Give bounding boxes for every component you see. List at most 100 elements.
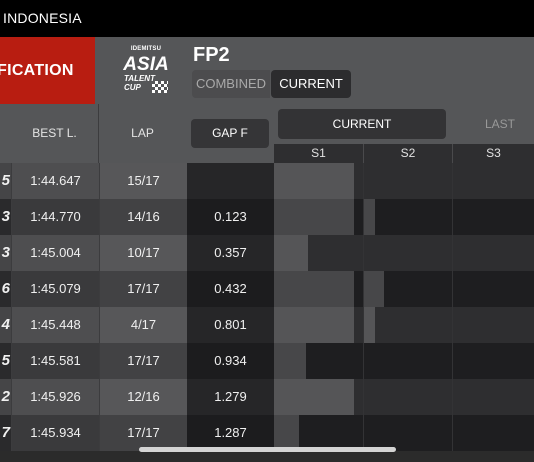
gap-to-first (187, 163, 274, 199)
position-digit: 4 (0, 307, 11, 343)
position-digit: 6 (0, 271, 11, 307)
sector-3-header: S3 (452, 144, 534, 163)
sector-progress-bar (274, 199, 354, 235)
gap-first-button[interactable]: GAP F (191, 119, 269, 148)
lap-header-label: LAP (131, 126, 154, 140)
gap-to-first: 0.801 (187, 307, 274, 343)
gap-to-first: 1.287 (187, 415, 274, 451)
best-lap-time: 1:45.448 (11, 307, 99, 343)
sector-3-cell (452, 271, 534, 307)
best-lap-header-label: BEST L. (32, 126, 77, 140)
sector-progress-bar (274, 271, 354, 307)
sector-2-cell (363, 379, 452, 415)
gap-to-first: 0.934 (187, 343, 274, 379)
sector-1-cell (274, 163, 363, 199)
best-lap-time: 1:45.934 (11, 415, 99, 451)
sector-progress-bar (364, 307, 375, 343)
qualification-label: FICATION (0, 62, 74, 79)
best-lap-time: 1:45.581 (11, 343, 99, 379)
session-title: FP2 (193, 44, 230, 66)
best-lap-time: 1:44.770 (11, 199, 99, 235)
lap-count: 14/16 (99, 199, 187, 235)
sector-3-cell (452, 307, 534, 343)
gap-column-header: GAP F (186, 104, 274, 163)
sector-progress-bar (274, 379, 354, 415)
logo-cup-text: CUP (124, 83, 141, 92)
lap-count: 17/17 (99, 415, 187, 451)
session-header: FICATION IDEMITSU ASIA TALENT CUP FP2 CO… (0, 37, 534, 104)
qualification-tab[interactable]: FICATION (0, 37, 95, 104)
lap-count: 4/17 (99, 307, 187, 343)
sector-2-cell (363, 307, 452, 343)
last-lap-tab[interactable]: LAST (484, 117, 515, 131)
sector-progress-bar (364, 199, 375, 235)
home-indicator[interactable] (139, 447, 396, 452)
sector-1-cell (274, 415, 363, 451)
sector-3-cell (452, 235, 534, 271)
sector-3-cell (452, 343, 534, 379)
lap-count: 17/17 (99, 343, 187, 379)
lap-count: 15/17 (99, 163, 187, 199)
table-row[interactable]: 6 1:45.079 17/17 0.432 (0, 271, 534, 307)
best-lap-time: 1:44.647 (11, 163, 99, 199)
sector-1-cell (274, 307, 363, 343)
lap-count: 17/17 (99, 271, 187, 307)
position-digit: 2 (0, 379, 11, 415)
event-name: INDONESIA (3, 10, 82, 26)
position-digit: 7 (0, 415, 11, 451)
sector-progress-bar (364, 271, 384, 307)
current-toggle[interactable]: CURRENT (271, 70, 351, 98)
sector-1-cell (274, 343, 363, 379)
sector-progress-bar (274, 307, 354, 343)
gap-to-first: 0.432 (187, 271, 274, 307)
sector-2-cell (363, 343, 452, 379)
best-lap-time: 1:45.926 (11, 379, 99, 415)
logo-asia-text: ASIA (123, 54, 169, 75)
position-digit: 3 (0, 235, 11, 271)
sector-2-cell (363, 199, 452, 235)
sector-2-cell (363, 163, 452, 199)
sector-progress-bar (274, 415, 299, 451)
position-digit: 5 (0, 163, 11, 199)
status-bar: INDONESIA (0, 0, 534, 37)
table-row[interactable]: 3 1:45.004 10/17 0.357 (0, 235, 534, 271)
combined-toggle[interactable]: COMBINED (192, 70, 270, 98)
lap-count: 10/17 (99, 235, 187, 271)
table-row[interactable]: 5 1:45.581 17/17 0.934 (0, 343, 534, 379)
sector-3-cell (452, 379, 534, 415)
sector-1-cell (274, 199, 363, 235)
sector-1-cell (274, 379, 363, 415)
position-digit: 5 (0, 343, 11, 379)
sector-1-cell (274, 271, 363, 307)
table-row[interactable]: 4 1:45.448 4/17 0.801 (0, 307, 534, 343)
best-lap-time: 1:45.004 (11, 235, 99, 271)
position-digit: 3 (0, 199, 11, 235)
sector-3-cell (452, 199, 534, 235)
sector-1-header: S1 (311, 146, 326, 160)
sector-3-cell (452, 415, 534, 451)
best-lap-time: 1:45.079 (11, 271, 99, 307)
checkered-flag-icon (152, 81, 168, 93)
sector-3-cell (452, 163, 534, 199)
table-row[interactable]: 3 1:44.770 14/16 0.123 (0, 199, 534, 235)
lap-count: 12/16 (99, 379, 187, 415)
gap-to-first: 0.357 (187, 235, 274, 271)
current-lap-tab[interactable]: CURRENT (278, 109, 446, 139)
logo-sponsor-text: IDEMITSU (130, 46, 162, 52)
sector-2-cell (363, 415, 452, 451)
sector-progress-bar (274, 343, 306, 379)
sector-progress-bar (274, 235, 308, 271)
table-row[interactable]: 2 1:45.926 12/16 1.279 (0, 379, 534, 415)
sector-headers: S1 S2 S3 (274, 144, 534, 163)
logo-talent-text: TALENT (124, 74, 155, 83)
table-row[interactable]: 5 1:44.647 15/17 (0, 163, 534, 199)
table-row[interactable]: 7 1:45.934 17/17 1.287 (0, 415, 534, 451)
sector-2-cell (363, 271, 452, 307)
gap-to-first: 0.123 (187, 199, 274, 235)
sector-2-cell (363, 235, 452, 271)
sector-1-cell (274, 235, 363, 271)
best-lap-column-header[interactable]: BEST L. (11, 104, 99, 163)
sector-progress-bar (274, 163, 354, 199)
lap-column-header[interactable]: LAP (99, 104, 186, 163)
sector-2-header: S2 (363, 144, 452, 163)
